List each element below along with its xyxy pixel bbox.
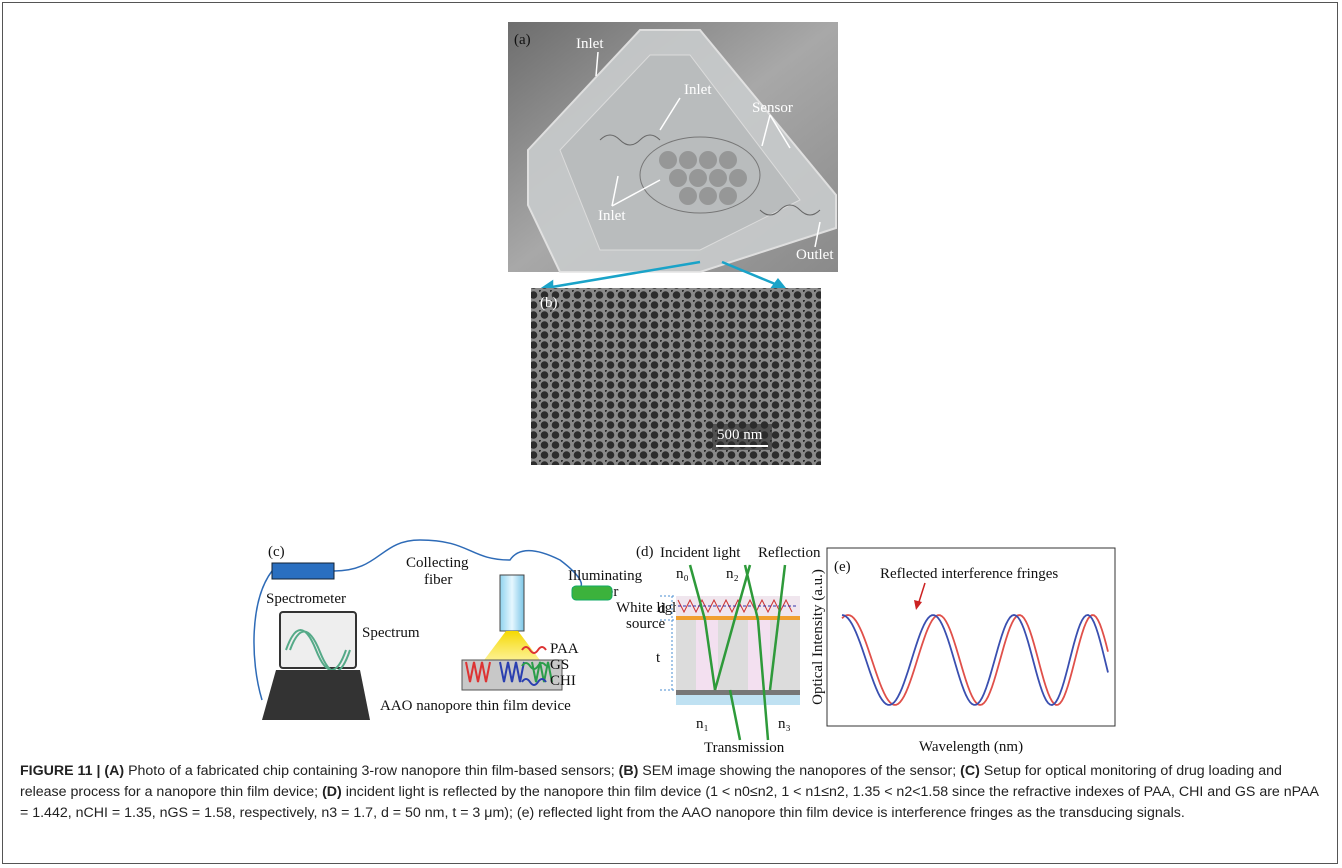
inlet-label: Inlet (576, 36, 604, 52)
laptop-screen (280, 612, 356, 668)
sem-image (531, 288, 821, 465)
caption-tag: (A) (104, 763, 124, 779)
y-axis-label: Optical Intensity (a.u.) (810, 569, 826, 705)
index-label: n₀ (676, 566, 689, 582)
panel-label: (b) (540, 295, 558, 311)
x-axis-label: Wavelength (nm) (919, 739, 1023, 755)
device-label: AAO nanopore thin film device (380, 698, 571, 714)
spectrometer (272, 563, 334, 579)
inlet-label: Inlet (684, 82, 712, 98)
fiber-label: Collecting (406, 555, 469, 571)
caption-text: SEM image showing the nanopores of the s… (642, 763, 956, 779)
legend-label: CHI (550, 673, 576, 689)
interface-layer (676, 616, 800, 620)
fiber-label: Illuminating (568, 568, 643, 584)
transmission-label: Transmission (704, 740, 785, 756)
spectrum-label: Spectrum (362, 625, 420, 641)
figure: (a) Inlet Inlet Inlet Sensor Outlet (b) … (0, 0, 1342, 760)
index-label: n₃ (778, 716, 791, 732)
caption-text: Photo of a fabricated chip containing 3-… (128, 763, 615, 779)
caption-tag: (B) (619, 763, 639, 779)
source-label: White light (616, 600, 685, 616)
reflection-label: Reflection (758, 545, 821, 561)
thickness-label: t (656, 650, 661, 666)
panel-label: (a) (514, 32, 531, 48)
annotation: Reflected interference fringes (880, 566, 1058, 582)
substrate (676, 620, 800, 690)
scale-bar-label: 500 nm (717, 427, 763, 443)
panel-label: (e) (834, 559, 851, 575)
caption-tag: (D) (322, 784, 342, 800)
source-label: source (626, 616, 665, 632)
panel-a: (a) Inlet Inlet Inlet Sensor Outlet (508, 22, 838, 272)
panel-e: (e) Reflected interference fringes Optic… (810, 548, 1115, 755)
panel-label: (d) (636, 544, 654, 560)
laptop-keyboard (262, 670, 370, 720)
caption-tag: (C) (960, 763, 980, 779)
thickness-label: d (658, 601, 666, 617)
panel-c: (c) Spectrometer Spectrum Collecting fib… (254, 540, 685, 720)
legend-label: GS (550, 657, 569, 673)
light-source (572, 586, 612, 600)
inlet-label: Inlet (598, 208, 626, 224)
index-label: n₂ (726, 566, 739, 582)
page: (a) Inlet Inlet Inlet Sensor Outlet (b) … (0, 0, 1342, 868)
legend-label: PAA (550, 641, 579, 657)
fiber-label: fiber (424, 572, 452, 588)
caption-label: FIGURE 11 | (20, 763, 100, 779)
panel-d: (d) Incident light Reflection n₀ n₂ d t … (636, 544, 821, 756)
probe (500, 575, 524, 631)
incident-light-label: Incident light (660, 545, 741, 561)
panel-label: (c) (268, 544, 285, 560)
bottom-layer (676, 695, 800, 705)
caption: FIGURE 11 | (A) Photo of a fabricated ch… (20, 761, 1320, 824)
spectrometer-label: Spectrometer (266, 591, 346, 607)
index-label: n₁ (696, 716, 709, 732)
panel-b: (b) 500 nm (531, 288, 821, 465)
base-layer (676, 690, 800, 695)
outlet-label: Outlet (796, 247, 834, 263)
sensor-label: Sensor (752, 100, 793, 116)
